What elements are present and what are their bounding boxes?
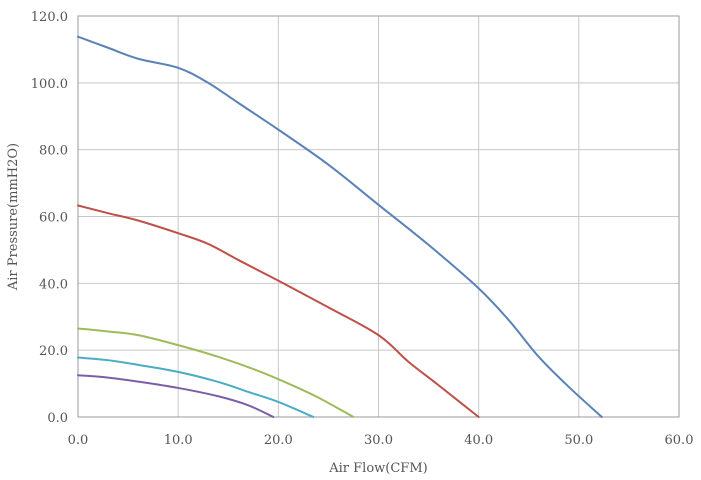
y-tick-label: 40.0 — [39, 277, 68, 292]
x-tick-label: 60.0 — [665, 433, 694, 448]
series-group — [77, 35, 603, 418]
series-line-3 — [77, 327, 355, 418]
y-axis-ticks: 0.0 20.0 40.0 60.0 80.0 100.0 120.0 — [31, 10, 68, 426]
y-axis-title: Air Pressure(mmH2O) — [6, 143, 21, 291]
x-tick-label: 10.0 — [164, 433, 193, 448]
y-tick-label: 60.0 — [39, 211, 68, 226]
plot-area-border — [77, 15, 680, 418]
y-tick-label: 100.0 — [31, 77, 68, 92]
y-tick-label: 120.0 — [31, 10, 68, 25]
x-tick-label: 40.0 — [464, 433, 493, 448]
y-tick-label: 0.0 — [47, 411, 68, 426]
series-line-1 — [77, 35, 603, 418]
series-line-5 — [77, 374, 275, 418]
series-line-4 — [77, 356, 315, 418]
x-axis-ticks: 0.0 10.0 20.0 30.0 40.0 50.0 60.0 — [68, 433, 694, 448]
series-line-2 — [77, 204, 480, 418]
y-tick-label: 80.0 — [39, 144, 68, 159]
grid — [77, 15, 680, 418]
x-tick-label: 0.0 — [68, 433, 89, 448]
x-tick-label: 20.0 — [264, 433, 293, 448]
y-tick-label: 20.0 — [39, 344, 68, 359]
x-axis-title: Air Flow(CFM) — [328, 461, 427, 476]
x-tick-label: 50.0 — [564, 433, 593, 448]
x-tick-label: 30.0 — [364, 433, 393, 448]
